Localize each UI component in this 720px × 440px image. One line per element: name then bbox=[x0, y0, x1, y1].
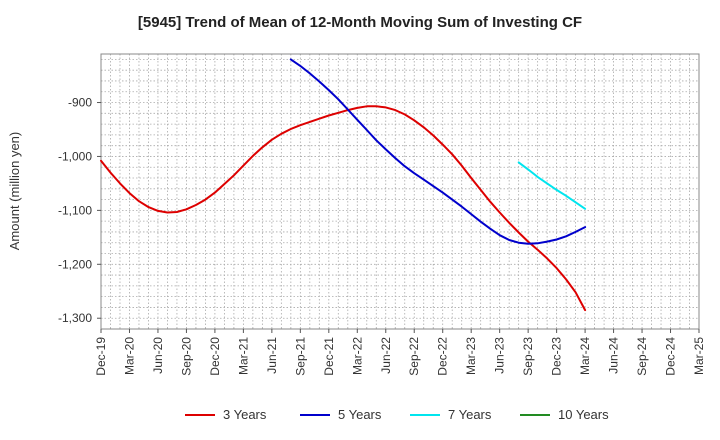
x-tick-label: Dec-24 bbox=[664, 337, 678, 376]
y-tick-label: -1,100 bbox=[58, 203, 92, 217]
legend-label-10-years: 10 Years bbox=[558, 407, 609, 422]
x-tick-label: Mar-23 bbox=[464, 337, 478, 375]
legend-label-7-years: 7 Years bbox=[448, 407, 492, 422]
x-tick-label: Mar-22 bbox=[350, 337, 364, 375]
x-tick-label: Jun-22 bbox=[379, 337, 393, 374]
chart-title: [5945] Trend of Mean of 12-Month Moving … bbox=[138, 14, 582, 31]
x-tick-label: Dec-19 bbox=[94, 337, 108, 376]
x-tick-label: Dec-20 bbox=[208, 337, 222, 376]
x-axis: Dec-19 Mar-20 Jun-20 Sep-20 Dec-20 Mar-21 Jun-… bbox=[94, 329, 706, 376]
series-lines bbox=[100, 58, 587, 312]
x-tick-label: Jun-24 bbox=[607, 337, 621, 374]
legend-label-3-years: 3 Years bbox=[223, 407, 267, 422]
y-axis-label: Amount (million yen) bbox=[7, 132, 22, 251]
series-line-5-years bbox=[289, 58, 587, 245]
x-tick-label: Dec-22 bbox=[436, 337, 450, 376]
x-tick-label: Mar-24 bbox=[578, 337, 592, 375]
x-tick-label: Mar-20 bbox=[122, 337, 136, 375]
grid-lines bbox=[101, 54, 699, 329]
legend: 3 Years 5 Years 7 Years 10 Years bbox=[185, 407, 609, 422]
plot-border bbox=[100, 53, 700, 330]
x-tick-label: Jun-23 bbox=[493, 337, 507, 374]
x-tick-label: Jun-20 bbox=[151, 337, 165, 374]
x-tick-label: Sep-20 bbox=[179, 337, 193, 376]
x-tick-label: Sep-22 bbox=[407, 337, 421, 376]
x-tick-label: Jun-21 bbox=[265, 337, 279, 374]
x-tick-label: Sep-21 bbox=[293, 337, 307, 376]
series-line-3-years bbox=[100, 105, 587, 312]
x-tick-label: Mar-21 bbox=[236, 337, 250, 375]
x-tick-label: Dec-21 bbox=[322, 337, 336, 376]
x-tick-label: Mar-25 bbox=[692, 337, 706, 375]
x-tick-label: Sep-23 bbox=[521, 337, 535, 376]
x-tick-label: Sep-24 bbox=[635, 337, 649, 376]
y-tick-label: -900 bbox=[68, 96, 92, 110]
y-tick-label: -1,200 bbox=[58, 257, 92, 271]
plot-area bbox=[101, 54, 699, 329]
x-tick-label: Dec-23 bbox=[550, 337, 564, 376]
y-axis: -900 -1,000 -1,100 -1,200 -1,300 bbox=[58, 96, 101, 325]
series-line-7-years bbox=[517, 161, 587, 210]
y-tick-label: -1,000 bbox=[58, 149, 92, 163]
y-tick-label: -1,300 bbox=[58, 311, 92, 325]
legend-label-5-years: 5 Years bbox=[338, 407, 382, 422]
